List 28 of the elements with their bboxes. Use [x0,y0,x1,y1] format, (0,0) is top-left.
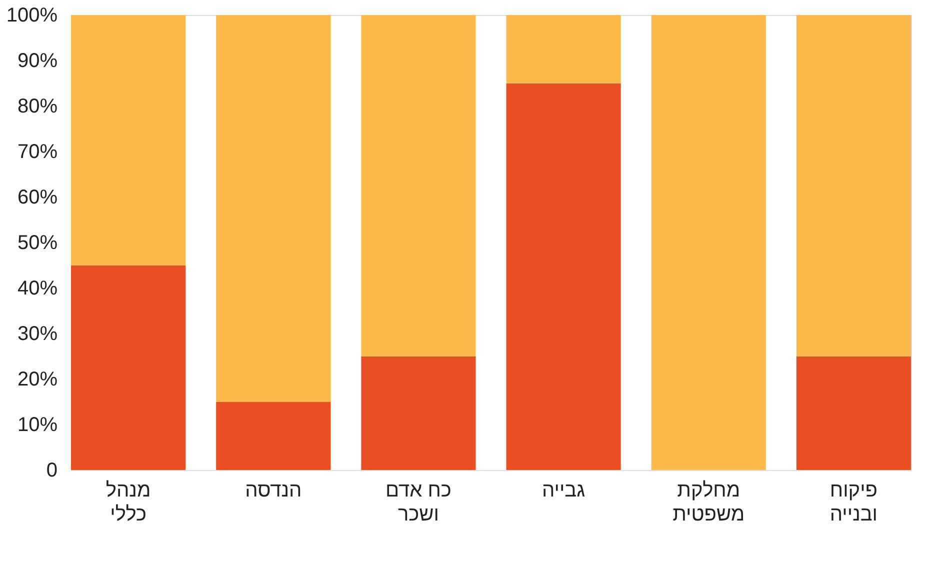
bar [361,15,476,356]
y-tick-label: 100% [6,4,58,26]
y-tick-label: 80% [17,96,58,118]
y-tick-label: 70% [17,141,58,163]
bar [71,265,186,470]
y-tick-label: 0 [46,460,58,482]
y-tick-label: 40% [17,278,58,300]
y-tick-label: 90% [17,50,58,72]
bar [796,356,911,470]
y-tick-label: 50% [17,232,58,254]
bar [651,15,766,470]
y-tick-label: 20% [17,368,58,390]
bar [216,15,331,402]
y-tick-label: 60% [17,186,58,208]
bar [216,402,331,470]
x-tick-label: פיקוח ובנייה [830,480,878,526]
bar [506,15,621,84]
x-tick-label: גבייה [542,480,586,502]
bar [796,15,911,356]
bar [71,15,186,266]
x-tick-label: מנהל כללי [106,480,151,526]
bar [506,83,621,470]
x-tick-label: הנדסה [245,480,302,502]
bar [361,356,476,470]
y-tick-label: 10% [17,414,58,436]
x-tick-label: מחלקת משפטית [672,480,745,526]
x-tick-label: כח אדם ושכר [386,480,452,526]
y-tick-label: 30% [17,323,58,345]
